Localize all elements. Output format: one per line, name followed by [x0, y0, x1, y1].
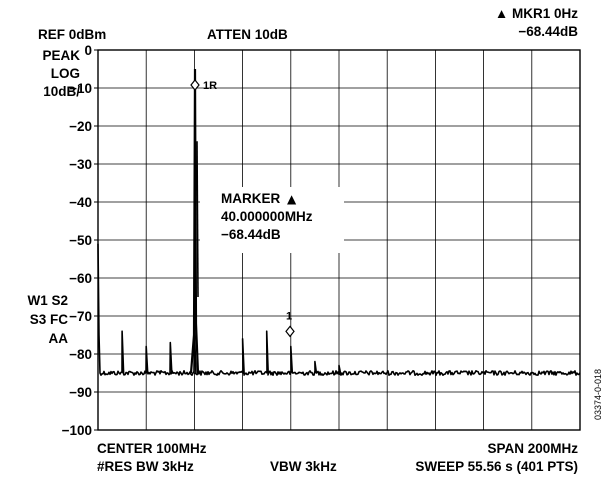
carrier-skirt — [196, 141, 199, 298]
trace-label-line2: S3 FC — [29, 312, 68, 327]
trace-label-line3: AA — [48, 331, 69, 346]
marker-label: 1 — [286, 310, 292, 322]
marker-readout: ▲ MKR1 0Hz — [468, 6, 578, 22]
marker-annotation-line2: 40.000000MHz — [221, 209, 313, 224]
y-tick-label: −90 — [69, 385, 92, 400]
markers: 1R 1 — [190, 79, 295, 338]
mode-label-scale: 10dB/ — [43, 84, 80, 99]
y-tick-label: −80 — [69, 347, 92, 362]
y-tick-label: −30 — [69, 157, 92, 172]
carrier-peak — [189, 68, 200, 374]
plot-frame — [97, 49, 581, 431]
ref-level-label: REF 0dBm — [38, 27, 107, 42]
marker-diamond-icon — [285, 325, 295, 338]
triangle-marker-icon: ▲ — [494, 6, 509, 21]
y-tick-label: −50 — [69, 233, 92, 248]
triangle-marker-icon: ▲ — [287, 192, 297, 206]
mode-label-peak: PEAK — [42, 48, 80, 63]
marker-annotation: MARKER ▲ 40.000000MHz −68.44dB — [200, 187, 344, 253]
vbw-label: VBW 3kHz — [270, 459, 337, 474]
y-tick-label: −70 — [69, 309, 92, 324]
marker-readout-level: −68.44dB — [518, 24, 578, 39]
attenuation-label: ATTEN 10dB — [207, 27, 288, 42]
center-frequency-label: CENTER 100MHz — [97, 441, 207, 456]
y-tick-label: 0 — [84, 43, 92, 58]
y-tick-label: −10 — [69, 81, 92, 96]
sweep-label: SWEEP 55.56 s (401 PTS) — [415, 459, 578, 474]
y-tick-label: −20 — [69, 119, 92, 134]
marker-label: 1R — [203, 80, 217, 92]
marker-readout-freq: MKR1 0Hz — [511, 6, 578, 21]
y-axis-ticks: 0 −10 −20 −30 −40 −50 −60 −70 −80 −90 −100 — [62, 43, 98, 438]
mode-label-log: LOG — [50, 66, 80, 81]
spectrum-trace — [97, 243, 581, 376]
rbw-label: #RES BW 3kHz — [97, 459, 194, 474]
y-tick-label: −60 — [69, 271, 92, 286]
y-tick-label: −40 — [69, 195, 92, 210]
y-tick-label: −100 — [62, 423, 92, 438]
marker-annotation-line1: MARKER — [221, 191, 280, 206]
marker-diamond-icon — [190, 79, 200, 91]
trace-label-line1: W1 S2 — [27, 293, 68, 308]
span-label: SPAN 200MHz — [487, 441, 578, 456]
marker-annotation-line3: −68.44dB — [221, 227, 281, 242]
marker-annotation-bg — [200, 187, 344, 253]
